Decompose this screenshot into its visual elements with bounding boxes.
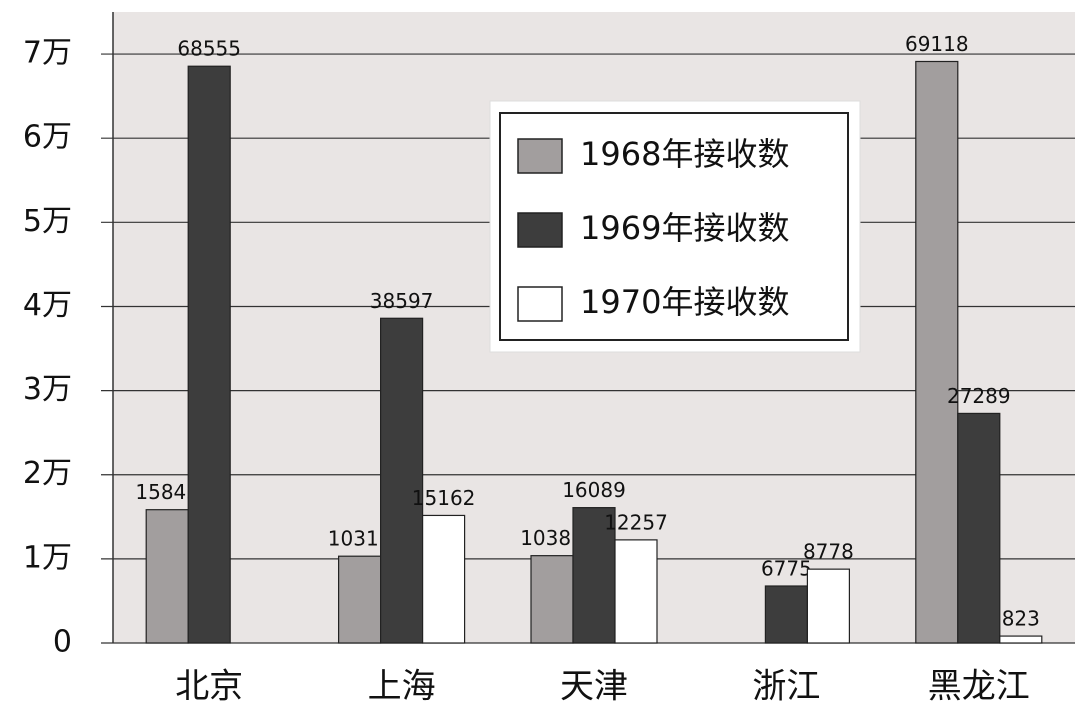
bar bbox=[338, 555, 382, 644]
bar bbox=[614, 539, 658, 644]
y-tick-label: 4万 bbox=[23, 288, 72, 323]
y-tick-label: 3万 bbox=[23, 372, 72, 407]
y-tick-label: 0 bbox=[53, 625, 72, 660]
value-label: 8778 bbox=[803, 540, 854, 564]
y-tick-label: 5万 bbox=[23, 204, 72, 239]
value-label: 6775 bbox=[761, 556, 812, 580]
x-tick-label: 北京 bbox=[175, 667, 243, 707]
y-tick-label: 1万 bbox=[23, 540, 72, 575]
legend-swatch bbox=[517, 212, 563, 248]
x-tick-label: 浙江 bbox=[752, 667, 820, 707]
bar bbox=[572, 507, 616, 644]
bar bbox=[764, 585, 809, 644]
legend-label: 1969年接收数 bbox=[580, 209, 789, 247]
bar bbox=[915, 60, 959, 644]
bar bbox=[806, 568, 851, 644]
bar bbox=[530, 555, 574, 644]
legend-label: 1970年接收数 bbox=[580, 283, 789, 321]
value-label: 15162 bbox=[412, 486, 476, 510]
legend-swatch bbox=[517, 286, 563, 322]
value-label: 27289 bbox=[947, 384, 1011, 408]
bar bbox=[380, 317, 424, 644]
y-tick-label: 7万 bbox=[23, 36, 72, 71]
legend-label: 1968年接收数 bbox=[580, 135, 789, 173]
value-label: 68555 bbox=[177, 37, 241, 61]
legend-swatch bbox=[517, 138, 563, 174]
value-label: 38597 bbox=[370, 289, 434, 313]
y-tick-label: 2万 bbox=[23, 456, 72, 491]
bar bbox=[187, 65, 231, 644]
value-label: 16089 bbox=[562, 478, 626, 502]
x-tick-label: 上海 bbox=[368, 667, 436, 707]
bar bbox=[999, 635, 1043, 644]
value-label: 69118 bbox=[905, 32, 969, 56]
x-tick-label: 黑龙江 bbox=[928, 667, 1030, 707]
value-label: 12257 bbox=[604, 510, 668, 534]
bar bbox=[145, 509, 189, 644]
y-tick-label: 6万 bbox=[23, 120, 72, 155]
bar bbox=[957, 412, 1001, 644]
x-tick-label: 天津 bbox=[560, 667, 628, 707]
bar bbox=[422, 514, 466, 644]
value-label: 823 bbox=[1002, 607, 1040, 631]
